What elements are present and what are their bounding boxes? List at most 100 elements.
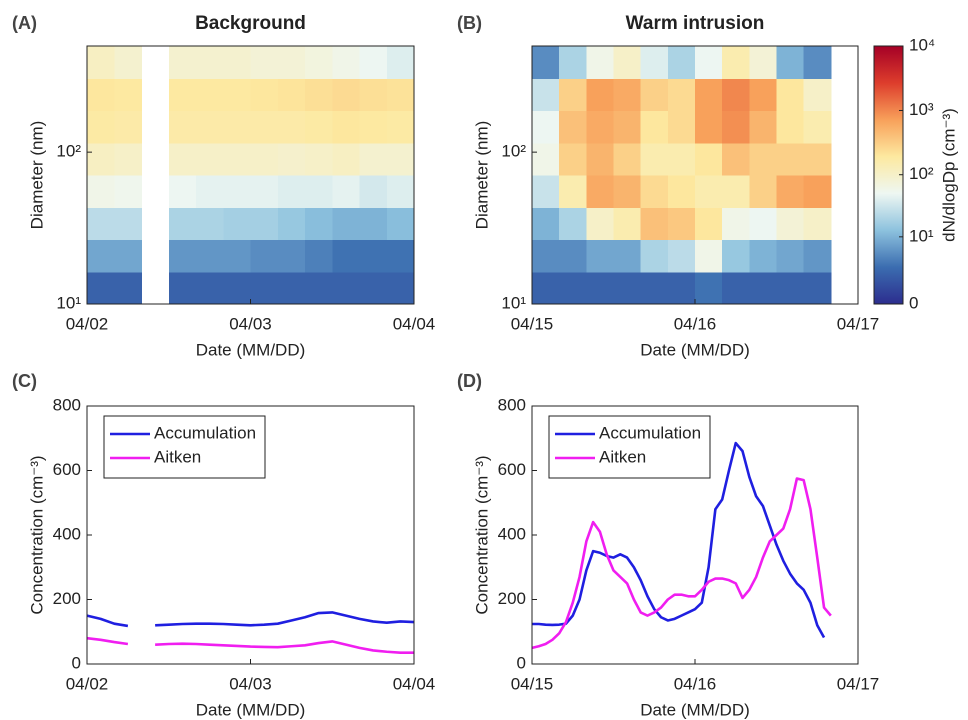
- heat-cell: [776, 239, 805, 273]
- heat-cell: [749, 239, 778, 273]
- x-tick-label: 04/03: [229, 674, 272, 693]
- y-tick-label: 200: [53, 589, 81, 608]
- heat-cell: [196, 175, 224, 208]
- panel: 10¹ 10² 04/02 04/03 04/04 (A) Background Date (…: [12, 13, 435, 360]
- panel-label: (C): [12, 371, 37, 391]
- heat-cell: [695, 142, 723, 176]
- heat-cell: [386, 110, 415, 144]
- y-tick-label: 10¹: [56, 293, 81, 312]
- x-axis-label: Date (MM/DD): [196, 340, 306, 359]
- heat-cell: [586, 239, 615, 273]
- heat-cell: [532, 46, 560, 79]
- heat-cell: [640, 110, 669, 144]
- x-tick-label: 04/17: [837, 314, 880, 333]
- heat-cell: [332, 78, 361, 112]
- heat-cell: [695, 78, 723, 112]
- colorbar-tick-label: 10⁴: [909, 35, 935, 54]
- heat-cell: [114, 175, 143, 208]
- heat-cell: [332, 142, 361, 176]
- heat-cell: [722, 142, 750, 176]
- heat-cell: [613, 175, 642, 208]
- heat-cell: [559, 142, 587, 176]
- heat-cell: [386, 46, 415, 79]
- heat-cell: [332, 110, 361, 144]
- heat-cell: [803, 175, 832, 208]
- heat-cell: [803, 110, 832, 144]
- heat-cell: [586, 271, 615, 305]
- heat-cell: [305, 46, 333, 79]
- heat-cell: [640, 175, 669, 208]
- heat-cell: [803, 239, 832, 273]
- heat-cell: [196, 142, 224, 176]
- heat-cell: [277, 110, 306, 144]
- heat-cell: [722, 207, 750, 241]
- legend-box: [103, 415, 266, 479]
- x-axis-label: Date (MM/DD): [640, 700, 750, 719]
- heat-cell: [196, 78, 224, 112]
- x-tick-label: 04/03: [229, 314, 272, 333]
- heat-cell: [332, 207, 361, 241]
- heat-cell: [114, 142, 143, 176]
- heat-cell: [87, 110, 115, 144]
- heat-cell: [613, 142, 642, 176]
- heat-cell: [250, 142, 279, 176]
- colorbar-tick-label: 10¹: [909, 226, 934, 245]
- heat-cell: [722, 175, 750, 208]
- y-tick-label: 400: [53, 524, 81, 543]
- x-axis-label: Date (MM/DD): [196, 700, 306, 719]
- heat-cell: [359, 46, 388, 79]
- heat-cell: [640, 239, 669, 273]
- heat-cell: [613, 78, 642, 112]
- heat-cell: [722, 46, 750, 79]
- heat-cell: [114, 46, 143, 79]
- heat-cell: [250, 207, 279, 241]
- heat-cell: [667, 110, 696, 144]
- heat-cell: [695, 175, 723, 208]
- y-tick-label: 600: [498, 460, 526, 479]
- panel: Accumulation Aitken 0 200 400 600 800 04/02 04/0…: [12, 371, 435, 720]
- panel-label: (A): [12, 13, 37, 33]
- heat-cell: [223, 142, 252, 176]
- heat-cell: [532, 271, 560, 305]
- series-line: [86, 611, 415, 628]
- heat-cell: [695, 110, 723, 144]
- heat-cell: [223, 239, 252, 273]
- heat-cell: [168, 142, 197, 176]
- heat-cell: [386, 142, 415, 176]
- x-tick-label: 04/04: [393, 674, 436, 693]
- heat-cell: [749, 271, 778, 305]
- heat-cell: [722, 78, 750, 112]
- heat-cell: [223, 207, 252, 241]
- heat-cell: [114, 110, 143, 144]
- heat-cell: [168, 78, 197, 112]
- heat-cell: [277, 175, 306, 208]
- heat-cell: [87, 46, 115, 79]
- heat-cell: [613, 207, 642, 241]
- panel-label: (B): [457, 13, 482, 33]
- heat-cell: [332, 175, 361, 208]
- heat-cell: [559, 207, 587, 241]
- heat-cell: [250, 271, 279, 305]
- colorbar-label: dN/dlogDp (cm⁻³): [939, 108, 958, 242]
- heat-cell: [749, 142, 778, 176]
- heat-cell: [640, 271, 669, 305]
- heat-cell: [277, 142, 306, 176]
- heat-cell: [223, 110, 252, 144]
- heat-cell: [776, 46, 805, 79]
- legend-label: Accumulation: [154, 423, 256, 442]
- heat-cell: [613, 239, 642, 273]
- heat-cell: [776, 78, 805, 112]
- heat-cell: [386, 175, 415, 208]
- y-tick-label: 0: [72, 653, 81, 672]
- heat-cell: [667, 142, 696, 176]
- y-axis-label: Concentration (cm⁻³): [27, 455, 46, 614]
- heat-cell: [196, 239, 224, 273]
- heat-cell: [559, 175, 587, 208]
- heat-cell: [586, 175, 615, 208]
- heat-cell: [196, 207, 224, 241]
- heat-cell: [586, 46, 615, 79]
- heat-cell: [586, 110, 615, 144]
- heat-cell: [722, 239, 750, 273]
- heat-cell: [640, 142, 669, 176]
